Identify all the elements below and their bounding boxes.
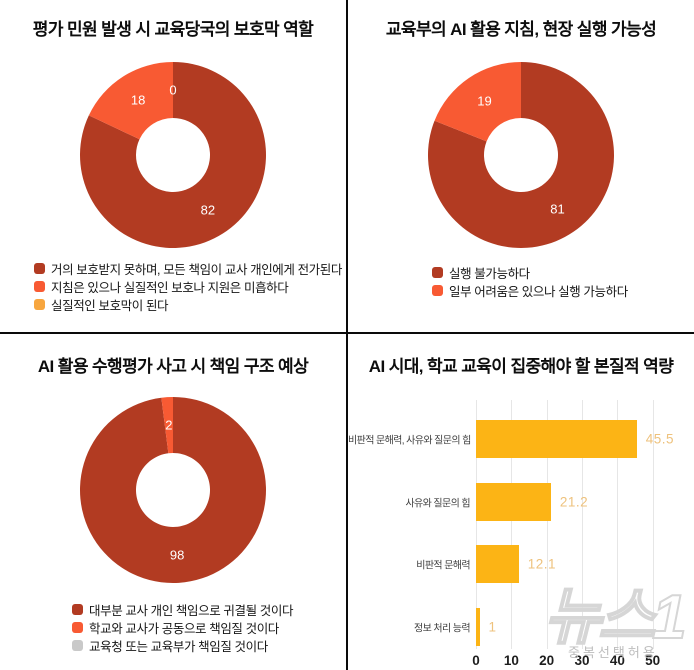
- legend-item: 학교와 교사가 공동으로 책임질 것이다: [72, 618, 346, 636]
- legend-label: 대부분 교사 개인 책임으로 귀결될 것이다: [89, 603, 294, 618]
- bar: [476, 482, 551, 521]
- bar-category-label: 사유와 질문의 힘: [405, 498, 470, 509]
- legend-item: 거의 보호받지 못하며, 모든 책임이 교사 개인에게 전가된다: [34, 259, 346, 277]
- bar-row: 비판적 문해력 12.1: [348, 525, 694, 587]
- legend-swatch-icon: [72, 621, 83, 633]
- slice-value-label: 0: [169, 83, 176, 98]
- bar-row: 사유와 질문의 힘 21.2: [348, 463, 694, 525]
- legend-swatch-icon: [34, 262, 45, 274]
- bar-category-label: 비판적 문해력: [416, 560, 470, 572]
- chart-panel-core-competencies: AI 시대, 학교 교육이 집중해야 할 본질적 역량 비판적 문해력, 사유와…: [348, 334, 694, 670]
- slice-value-label: 19: [477, 94, 491, 109]
- legend-label: 실질적인 보호막이 된다: [51, 298, 169, 313]
- donut-slice: [88, 62, 173, 140]
- legend-swatch-icon: [34, 280, 45, 292]
- donut-slice: [434, 62, 521, 142]
- chart-title: 평가 민원 발생 시 교육당국의 보호막 역할: [32, 20, 314, 39]
- gridline: [582, 400, 583, 649]
- bar-row: 비판적 문해력, 사유와 질문의 힘 45.5: [348, 400, 694, 462]
- legend-swatch-icon: [72, 639, 83, 651]
- slice-value-label: 81: [550, 201, 564, 216]
- bar: [476, 420, 637, 458]
- legend-label: 지침은 있으나 실질적인 보호나 지원은 미흡하다: [51, 280, 289, 295]
- legend-swatch-icon: [432, 284, 443, 296]
- chart-panel-protection-role: 평가 민원 발생 시 교육당국의 보호막 역할 82 18 0 거의 보호받지 못하…: [0, 0, 346, 332]
- gridline: [476, 400, 477, 649]
- legend-label: 거의 보호받지 못하며, 모든 책임이 교사 개인에게 전가된다: [51, 262, 342, 277]
- gridline: [511, 400, 513, 649]
- x-tick-label: 40: [609, 653, 625, 668]
- donut-svg: 98 2: [79, 397, 266, 583]
- divider-horizontal: [0, 332, 694, 334]
- donut-slice: [427, 62, 614, 249]
- x-tick-label: 0: [472, 653, 480, 668]
- legend-item: 실행 불가능하다: [432, 263, 694, 281]
- gridline: [652, 400, 654, 649]
- donut-svg: 81 19: [427, 62, 614, 249]
- bar-value-label: 21.2: [559, 494, 589, 509]
- slice-value-label: 98: [170, 547, 184, 562]
- legend-item: 실질적인 보호막이 된다: [34, 295, 346, 313]
- gridline: [546, 400, 548, 649]
- legend-item: 대부분 교사 개인 책임으로 귀결될 것이다: [72, 600, 346, 618]
- bar: [476, 545, 519, 583]
- donut-slice: [80, 62, 267, 248]
- legend-label: 교육청 또는 교육부가 책임질 것이다: [89, 639, 268, 654]
- bar-chart-competencies: 비판적 문해력, 사유와 질문의 힘 45.5 사유와 질문의 힘 21.2 비판적 문…: [348, 400, 694, 649]
- donut-chart-responsibility: 98 2: [0, 394, 346, 586]
- legend-swatch-icon: [72, 603, 83, 615]
- legend-item: 지침은 있으나 실질적인 보호나 지원은 미흡하다: [34, 277, 346, 295]
- slice-value-label: 82: [201, 202, 215, 217]
- bar-value-label: 12.1: [527, 556, 557, 572]
- chart-panel-responsibility: AI 활용 수행평가 사고 시 책임 구조 예상 98 2 대부분 교사 개인 책…: [0, 334, 346, 670]
- bar-category-label: 비판적 문해력, 사유와 질문의 힘: [348, 435, 471, 447]
- x-tick-label: 10: [503, 653, 519, 668]
- divider-vertical: [346, 0, 348, 670]
- x-tick-label: 30: [574, 653, 590, 668]
- legend-label: 학교와 교사가 공동으로 책임질 것이다: [89, 621, 279, 636]
- chart-title: AI 시대, 학교 교육이 집중해야 할 본질적 역량: [368, 357, 674, 376]
- donut-chart-protection: 82 18 0: [0, 59, 346, 251]
- bar-value-label: 45.5: [645, 431, 675, 447]
- legend-label: 실행 불가능하다: [449, 266, 530, 281]
- x-tick-label: 20: [539, 653, 555, 668]
- x-axis-ticks: 0 10 20 30 40 50: [348, 653, 694, 670]
- bar-row: 정보 처리 능력 1: [348, 588, 694, 650]
- donut-slice: [161, 397, 173, 454]
- x-tick-label: 50: [645, 653, 661, 668]
- bar: [476, 607, 480, 646]
- slice-value-label: 18: [131, 93, 145, 108]
- donut-slice: [79, 397, 266, 583]
- legend-swatch-icon: [34, 298, 45, 310]
- chart-title: 교육부의 AI 활용 지침, 현장 실행 가능성: [385, 20, 657, 39]
- slice-value-label: 2: [165, 418, 172, 433]
- donut-svg: 82 18 0: [80, 62, 267, 248]
- bar-value-label: 1: [488, 619, 497, 634]
- legend-label: 일부 어려움은 있으나 실행 가능하다: [449, 284, 628, 299]
- donut-chart-feasibility: 81 19: [348, 59, 694, 251]
- bar-category-label: 정보 처리 능력: [414, 623, 471, 634]
- legend-item: 일부 어려움은 있으나 실행 가능하다: [432, 281, 694, 299]
- chart-title: AI 활용 수행평가 사고 시 책임 구조 예상: [37, 357, 309, 376]
- legend-item: 교육청 또는 교육부가 책임질 것이다: [72, 636, 346, 654]
- legend-swatch-icon: [432, 266, 443, 278]
- gridline: [617, 400, 619, 649]
